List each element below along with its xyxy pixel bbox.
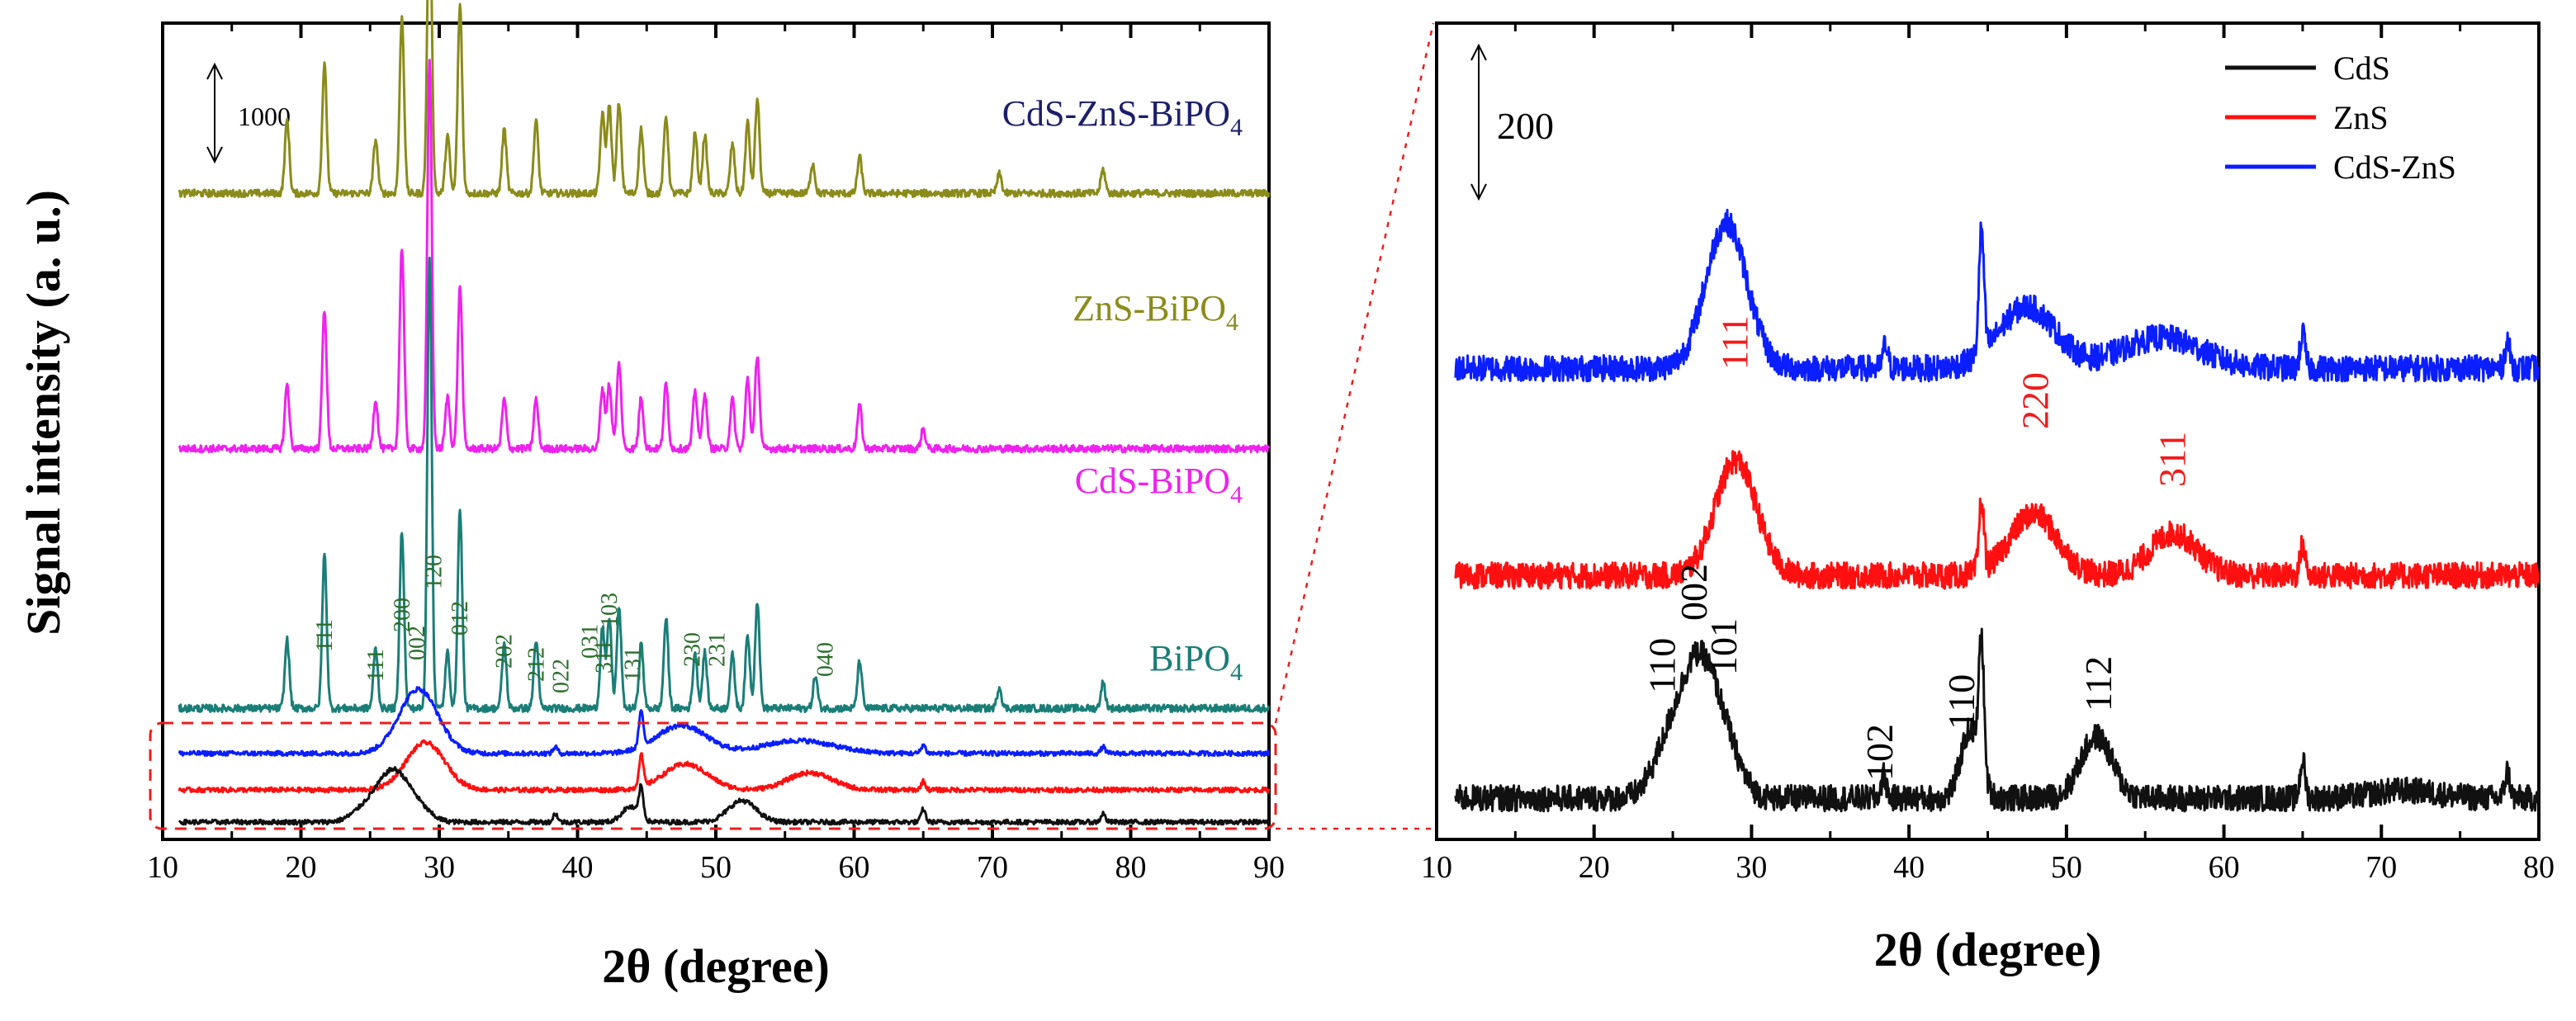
cds-reflection-label: 112 [2077,656,2119,711]
scale-bar-arrow-down [206,146,223,164]
x-tick-label: 30 [1735,850,1767,885]
y-axis-label: Signal intensity (a. u.) [17,190,70,636]
series-label-main: CdS-ZnS-BiPO [1002,93,1230,134]
reflection-label: 202 [492,634,518,669]
x-tick-label: 90 [1253,850,1285,885]
reflection-label: 230 [680,632,706,667]
x-tick-label: 50 [2051,850,2082,885]
cds-reflection-label: 002 [1673,564,1715,621]
series-line-cds-bipo4 [178,59,1271,454]
series-label-cds-bipo4: CdS-BiPO4 [1075,461,1243,508]
series-line-right-cds-zns [1454,208,2540,383]
series-line-cds-zns [178,686,1271,758]
series-label-zns-bipo4: ZnS-BiPO4 [1073,288,1238,336]
x-axis-label: 2θ (degree) [1874,923,2102,976]
reflection-label: 002 [405,626,430,660]
x-tick-label: 80 [2523,850,2555,885]
reflection-label: 103 [597,593,623,627]
reflection-label: 022 [548,659,574,693]
x-tick-label: 10 [1421,850,1452,885]
reflection-label: 200 [390,598,415,632]
series-label-main: BiPO [1149,638,1230,678]
series-line-cds [178,766,1271,826]
series-label-subscript: 4 [1230,659,1243,686]
series-line-zns [178,739,1271,794]
series-line-zns-bipo4 [178,0,1271,199]
right-panel: 10 20 30 40 50 60 70 80 2θ (degree) 200 CdS ZnS CdS-… [1421,21,2555,976]
zns-reflection-label: 311 [2152,432,2194,487]
cds-reflection-label: 101 [1702,618,1745,675]
reflection-label: 231 [705,632,731,667]
cds-reflection-label: 110 [1940,674,1982,730]
x-tick-label: 20 [286,850,317,885]
x-tick-label: 70 [2365,850,2397,885]
x-tick-label: 80 [1115,850,1147,885]
x-tick-label: 60 [839,850,870,885]
reflection-label: 131 [621,647,646,682]
zoom-region-box [149,721,1277,830]
reflection-label: 311 [591,640,617,674]
x-tick-label: 40 [562,850,594,885]
scale-bar-arrow-up [206,62,223,80]
legend-entry-zns: ZnS [2333,99,2389,136]
reflection-label: 040 [812,642,838,677]
scale-bar-label: 200 [1497,105,1554,147]
zns-reflection-label: 220 [2015,372,2057,429]
x-tick-label: 60 [2209,850,2240,885]
x-tick-label: 70 [977,850,1008,885]
series-label-subscript: 4 [1226,309,1238,336]
series-label-subscript: 4 [1230,481,1243,508]
scale-bar-arrow-down [1470,183,1487,201]
series-line-bipo4 [178,256,1271,714]
left-panel: 10 20 30 40 50 60 70 80 90 2θ (degree) Signal inte… [17,0,1435,993]
series-label-subscript: 4 [1230,114,1243,141]
series-label-main: CdS-BiPO [1075,461,1230,501]
scale-bar-label: 1000 [238,102,291,131]
legend-entry-cds: CdS [2333,50,2390,87]
x-tick-label: 50 [700,850,732,885]
x-tick-label: 30 [424,850,455,885]
zns-reflection-label: 111 [1713,315,1755,370]
x-axis-label: 2θ (degree) [602,939,830,993]
series-line-right-cds [1454,627,2540,813]
reflection-label: 111 [363,649,389,682]
cds-reflection-label: 110 [1641,638,1683,693]
scale-bar-arrow-up [1470,43,1487,61]
legend-entry-cds-zns: CdS-ZnS [2333,149,2456,186]
series-label-main: ZnS-BiPO [1073,288,1226,329]
series-line-right-zns [1454,450,2540,590]
reflection-label: 120 [421,555,447,589]
x-tick-label: 20 [1579,850,1610,885]
reflection-label: 012 [447,601,473,636]
cds-reflection-label: 102 [1859,724,1901,781]
zoom-connector-top [1274,22,1435,724]
reflection-label: 1̄11 [312,619,338,652]
x-tick-label: 40 [1893,850,1925,885]
x-tick-label: 10 [147,850,178,885]
plot-frame [1435,21,2540,841]
series-label-bipo4: BiPO4 [1149,638,1243,686]
reflection-label: 212 [523,647,549,682]
series-label-cds-zns-bipo4: CdS-ZnS-BiPO4 [1002,93,1243,141]
reflection-label: 031 [578,624,604,659]
